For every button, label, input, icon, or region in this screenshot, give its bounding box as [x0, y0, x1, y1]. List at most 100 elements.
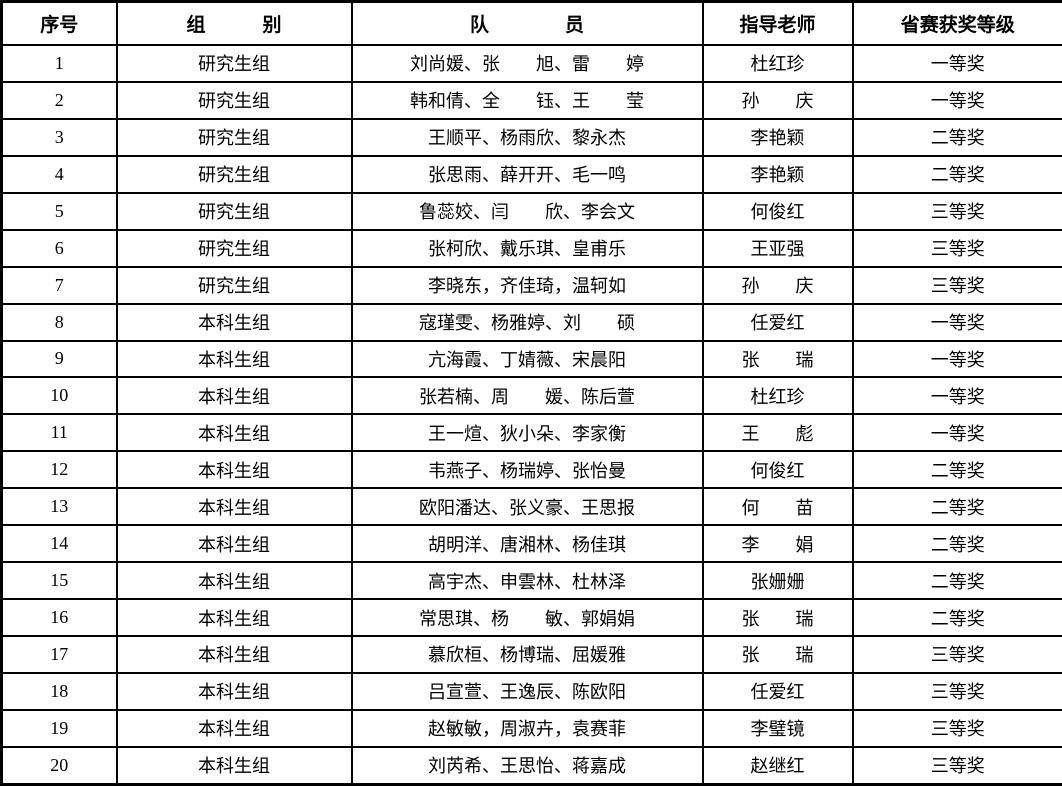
- cell-members: 慕欣桓、杨博瑞、屈媛雅: [350, 635, 704, 674]
- table-row: 15 本科生组 高宇杰、申雲林、杜林泽 张姗姗 二等奖: [0, 561, 1062, 601]
- cell-award: 三等奖: [851, 745, 1062, 786]
- column-header-no: 序号: [0, 0, 118, 46]
- cell-no: 5: [0, 191, 118, 231]
- cell-group: 本科生组: [115, 413, 353, 453]
- cell-award: 二等奖: [851, 450, 1062, 490]
- cell-members: 张柯欣、戴乐琪、皇甫乐: [350, 228, 704, 268]
- cell-no: 19: [0, 708, 118, 748]
- cell-teacher: 孙 庆: [701, 80, 854, 120]
- table-row: 17 本科生组 慕欣桓、杨博瑞、屈媛雅张 瑞三等奖: [0, 635, 1062, 674]
- cell-teacher: 任爱红: [701, 671, 854, 711]
- cell-award: 三等奖: [851, 635, 1062, 674]
- cell-no: 20: [0, 745, 118, 786]
- table-row: 6 研究生组 张柯欣、戴乐琪、皇甫乐 王亚强 三等奖: [0, 228, 1062, 268]
- cell-award: 三等奖: [851, 708, 1062, 748]
- cell-teacher: 何 苗: [701, 487, 854, 527]
- table-row: 2 研究生组 韩和倩、全 钰、王 莹孙 庆一等奖: [0, 80, 1062, 120]
- table-row: 10 本科生组 张若楠、周 媛、陈后萱 杜红珍 一等奖: [0, 376, 1062, 416]
- column-header-members: 队 员: [350, 0, 704, 46]
- cell-no: 4: [0, 154, 118, 194]
- cell-teacher: 孙 庆: [701, 265, 854, 305]
- cell-members: 韩和倩、全 钰、王 莹: [350, 80, 704, 120]
- cell-members: 王一煊、狄小朵、李家衡: [350, 413, 704, 453]
- table-row: 7 研究生组 李晓东，齐佳琦，温轲如孙 庆三等奖: [0, 265, 1062, 305]
- table-body: 1 研究生组 刘尚媛、张 旭、雷 婷杜红珍 一等奖 2 研究生组 韩和倩、全 钰、王 莹孙 …: [0, 44, 1062, 786]
- cell-group: 研究生组: [115, 154, 353, 194]
- cell-no: 16: [0, 598, 118, 637]
- table-row: 3 研究生组 王顺平、杨雨欣、黎永杰 李艳颖 二等奖: [0, 117, 1062, 157]
- table-row: 8 本科生组 寇瑾雯、杨雅婷、刘 硕任爱红 一等奖: [0, 302, 1062, 342]
- column-header-award: 省赛获奖等级: [851, 0, 1062, 46]
- cell-teacher: 李艳颖: [701, 154, 854, 194]
- cell-award: 一等奖: [851, 339, 1062, 379]
- cell-no: 3: [0, 117, 118, 157]
- cell-no: 17: [0, 635, 118, 674]
- cell-award: 一等奖: [851, 413, 1062, 453]
- cell-members: 吕宣萱、王逸辰、陈欧阳: [350, 671, 704, 711]
- cell-members: 王顺平、杨雨欣、黎永杰: [350, 117, 704, 157]
- cell-no: 10: [0, 376, 118, 416]
- table-row: 16 本科生组 常思琪、杨 敏、郭娟娟张 瑞二等奖: [0, 598, 1062, 637]
- cell-members: 欧阳潘达、张义豪、王思报: [350, 487, 704, 527]
- cell-award: 二等奖: [851, 154, 1062, 194]
- cell-award: 二等奖: [851, 487, 1062, 527]
- cell-group: 本科生组: [115, 524, 353, 564]
- cell-teacher: 何俊红: [701, 191, 854, 231]
- column-header-teacher: 指导老师: [701, 0, 854, 46]
- cell-members: 高宇杰、申雲林、杜林泽: [350, 561, 704, 601]
- table-row: 5 研究生组 鲁蕊姣、闫 欣、李会文 何俊红 三等奖: [0, 191, 1062, 231]
- cell-teacher: 杜红珍: [701, 44, 854, 83]
- cell-group: 本科生组: [115, 302, 353, 342]
- cell-award: 一等奖: [851, 80, 1062, 120]
- cell-members: 刘尚媛、张 旭、雷 婷: [350, 44, 704, 83]
- cell-award: 三等奖: [851, 671, 1062, 711]
- cell-members: 寇瑾雯、杨雅婷、刘 硕: [350, 302, 704, 342]
- cell-teacher: 李艳颖: [701, 117, 854, 157]
- table-row: 18 本科生组 吕宣萱、王逸辰、陈欧阳 任爱红 三等奖: [0, 671, 1062, 711]
- cell-no: 18: [0, 671, 118, 711]
- cell-group: 研究生组: [115, 228, 353, 268]
- cell-group: 本科生组: [115, 708, 353, 748]
- cell-no: 11: [0, 413, 118, 453]
- cell-group: 研究生组: [115, 117, 353, 157]
- cell-group: 本科生组: [115, 635, 353, 674]
- cell-members: 赵敏敏，周淑卉，袁赛菲: [350, 708, 704, 748]
- cell-group: 本科生组: [115, 745, 353, 786]
- cell-group: 研究生组: [115, 265, 353, 305]
- cell-award: 一等奖: [851, 376, 1062, 416]
- cell-teacher: 赵继红: [701, 745, 854, 786]
- table-row: 19 本科生组 赵敏敏，周淑卉，袁赛菲 李璧镜 三等奖: [0, 708, 1062, 748]
- cell-teacher: 李璧镜: [701, 708, 854, 748]
- table-header-row: 序号组 别队 员指导老师 省赛获奖等级: [0, 0, 1062, 46]
- cell-group: 研究生组: [115, 191, 353, 231]
- cell-award: 二等奖: [851, 561, 1062, 601]
- cell-members: 张若楠、周 媛、陈后萱: [350, 376, 704, 416]
- cell-teacher: 王亚强: [701, 228, 854, 268]
- cell-teacher: 王 彪: [701, 413, 854, 453]
- cell-group: 研究生组: [115, 44, 353, 83]
- cell-teacher: 任爱红: [701, 302, 854, 342]
- cell-members: 张思雨、薛开开、毛一鸣: [350, 154, 704, 194]
- cell-members: 韦燕子、杨瑞婷、张怡曼: [350, 450, 704, 490]
- table-row: 9 本科生组 亢海霞、丁婧薇、宋晨阳张 瑞一等奖: [0, 339, 1062, 379]
- table-row: 11 本科生组 王一煊、狄小朵、李家衡王 彪一等奖: [0, 413, 1062, 453]
- cell-teacher: 张 瑞: [701, 598, 854, 637]
- table-row: 4 研究生组 张思雨、薛开开、毛一鸣 李艳颖 二等奖: [0, 154, 1062, 194]
- cell-award: 三等奖: [851, 265, 1062, 305]
- cell-teacher: 张姗姗: [701, 561, 854, 601]
- cell-group: 本科生组: [115, 376, 353, 416]
- cell-no: 6: [0, 228, 118, 268]
- cell-award: 一等奖: [851, 44, 1062, 83]
- cell-no: 15: [0, 561, 118, 601]
- cell-group: 本科生组: [115, 598, 353, 637]
- cell-group: 本科生组: [115, 561, 353, 601]
- cell-group: 本科生组: [115, 450, 353, 490]
- cell-award: 二等奖: [851, 524, 1062, 564]
- cell-award: 三等奖: [851, 228, 1062, 268]
- cell-teacher: 张 瑞: [701, 635, 854, 674]
- cell-no: 9: [0, 339, 118, 379]
- table-row: 14 本科生组 胡明洋、唐湘林、杨佳琪李 娟二等奖: [0, 524, 1062, 564]
- cell-teacher: 张 瑞: [701, 339, 854, 379]
